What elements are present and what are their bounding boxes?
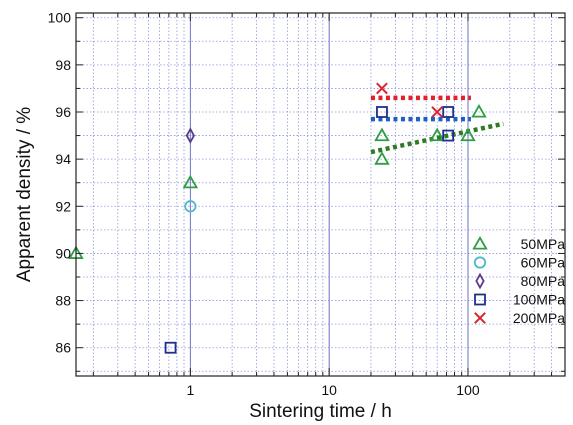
x-axis-title: Sintering time / h	[249, 401, 392, 422]
point-square	[164, 341, 177, 354]
legend-marker	[474, 293, 486, 306]
point-triangle	[460, 127, 476, 142]
plot-frame	[75, 12, 566, 377]
x-tick-label: 1	[186, 382, 194, 398]
y-tick-label: 92	[55, 198, 71, 214]
legend-label: 60MPa	[521, 255, 566, 271]
point-square	[442, 129, 455, 142]
legend-label: 100MPa	[513, 292, 565, 308]
y-tick-label: 90	[55, 245, 71, 261]
data-points	[68, 82, 487, 354]
y-tick-label: 86	[55, 340, 71, 356]
trend-line	[370, 121, 504, 155]
y-tick-label: 96	[55, 104, 71, 120]
point-triangle	[471, 103, 487, 118]
point-square	[376, 106, 388, 118]
y-tick-label: 100	[48, 10, 72, 26]
x-tick-labels: 1 10 100	[186, 382, 479, 398]
x-tick-label: 10	[321, 382, 337, 398]
point-triangle	[182, 174, 199, 189]
legend: 50MPa 60MPa 80MPa 100MPa 200MPa	[472, 235, 566, 326]
point-triangle	[374, 127, 390, 142]
minor-grid	[76, 13, 566, 376]
legend-marker	[474, 312, 486, 324]
point-square	[442, 106, 455, 118]
axis-ticks	[76, 13, 566, 376]
trend-lines	[370, 95, 504, 155]
point-cross	[431, 106, 444, 118]
y-tick-label: 88	[55, 293, 71, 309]
legend-label: 50MPa	[521, 236, 566, 252]
point-cross	[376, 82, 388, 95]
major-grid	[189, 13, 469, 376]
y-axis-title: Apparent density / %	[14, 107, 35, 282]
y-tick-label: 98	[55, 57, 71, 73]
point-diamond	[185, 127, 195, 144]
point-triangle	[374, 151, 390, 165]
y-tick-label: 94	[55, 151, 71, 167]
point-triangle	[429, 127, 445, 142]
legend-marker	[475, 272, 485, 290]
legend-label: 200MPa	[513, 310, 565, 326]
legend-marker	[473, 256, 487, 269]
legend-marker	[472, 235, 488, 250]
x-tick-label: 100	[456, 382, 480, 398]
point-circle	[184, 200, 197, 213]
legend-label: 80MPa	[521, 273, 566, 289]
y-tick-labels: 86 88 90 92 94 96 98 100	[48, 10, 72, 356]
